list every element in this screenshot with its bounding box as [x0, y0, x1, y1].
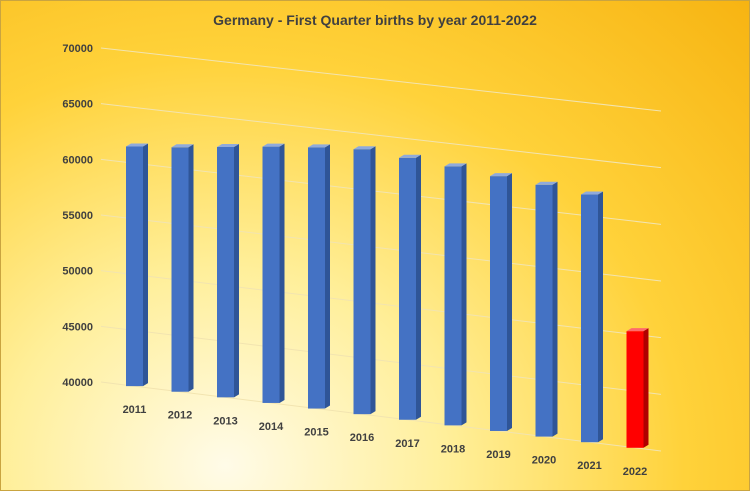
bar-top — [581, 191, 603, 195]
bar-side — [461, 163, 467, 426]
bar-top — [399, 154, 421, 158]
bar-front — [217, 146, 234, 398]
x-tick-label: 2020 — [532, 455, 556, 467]
bar-side — [507, 173, 512, 431]
gridline — [100, 103, 662, 169]
x-tick-label: 2018 — [441, 443, 465, 455]
gridline — [100, 214, 662, 282]
x-tick-label: 2013 — [213, 415, 237, 427]
bar-2020 — [535, 181, 558, 437]
x-tick-label: 2014 — [259, 421, 284, 433]
gridline — [100, 47, 662, 112]
bar-top — [444, 163, 467, 167]
y-tick-label: 40000 — [62, 377, 93, 389]
bar-top — [308, 144, 330, 148]
bar-2012 — [171, 144, 194, 392]
bar-top — [126, 143, 148, 147]
bar-side — [143, 143, 148, 387]
bar-top — [535, 181, 558, 185]
bar-side — [325, 144, 330, 409]
bar-2022 — [626, 328, 649, 448]
bar-side — [643, 328, 649, 448]
bar-2017 — [399, 154, 421, 420]
bar-2014 — [262, 143, 285, 403]
bar-top — [626, 328, 649, 332]
bar-2021 — [581, 191, 603, 443]
bar-front — [126, 146, 143, 387]
y-tick-label: 65000 — [62, 99, 93, 111]
gridline — [100, 270, 662, 339]
bar-2019 — [490, 173, 512, 431]
bar-front — [444, 166, 462, 426]
bar-front — [535, 184, 553, 437]
bar-2015 — [308, 144, 330, 409]
x-tick-label: 2021 — [577, 460, 601, 472]
bar-front — [262, 146, 280, 403]
bar-2018 — [444, 163, 467, 426]
bar-top — [171, 144, 194, 148]
y-tick-label: 70000 — [62, 43, 93, 55]
x-tick-label: 2015 — [304, 427, 328, 439]
bar-front — [353, 149, 371, 415]
y-tick-label: 50000 — [62, 266, 93, 278]
x-tick-label: 2017 — [395, 438, 419, 450]
chart-title: Germany - First Quarter births by year 2… — [213, 12, 537, 28]
x-tick-label: 2016 — [350, 432, 374, 444]
bar-side — [234, 143, 239, 398]
x-tick-label: 2022 — [623, 466, 647, 478]
bar-front — [490, 176, 507, 431]
bar-2016 — [353, 146, 376, 415]
x-tick-label: 2019 — [486, 449, 510, 461]
gridline — [100, 325, 662, 395]
bar-top — [353, 146, 376, 150]
bar-front — [171, 147, 189, 392]
y-tick-label: 60000 — [62, 154, 93, 166]
bar-2011 — [126, 143, 148, 387]
gridline — [100, 381, 662, 452]
bar-side — [279, 143, 285, 403]
bar-top — [217, 143, 239, 147]
bar-front — [308, 147, 325, 409]
gridline — [100, 158, 662, 225]
bar-2013 — [217, 143, 239, 398]
bar-front — [626, 331, 644, 448]
bar-top — [262, 143, 285, 147]
bar-top — [490, 173, 512, 177]
bar-side — [552, 181, 558, 437]
bar-front — [399, 157, 416, 420]
y-tick-label: 45000 — [62, 321, 93, 333]
y-tick-label: 55000 — [62, 210, 93, 222]
bar-side — [370, 146, 376, 415]
bar-side — [598, 191, 603, 443]
x-tick-label: 2012 — [168, 410, 192, 422]
bar-side — [188, 144, 194, 392]
x-tick-label: 2011 — [123, 404, 147, 416]
bar-front — [581, 194, 598, 443]
bar-side — [416, 154, 421, 420]
